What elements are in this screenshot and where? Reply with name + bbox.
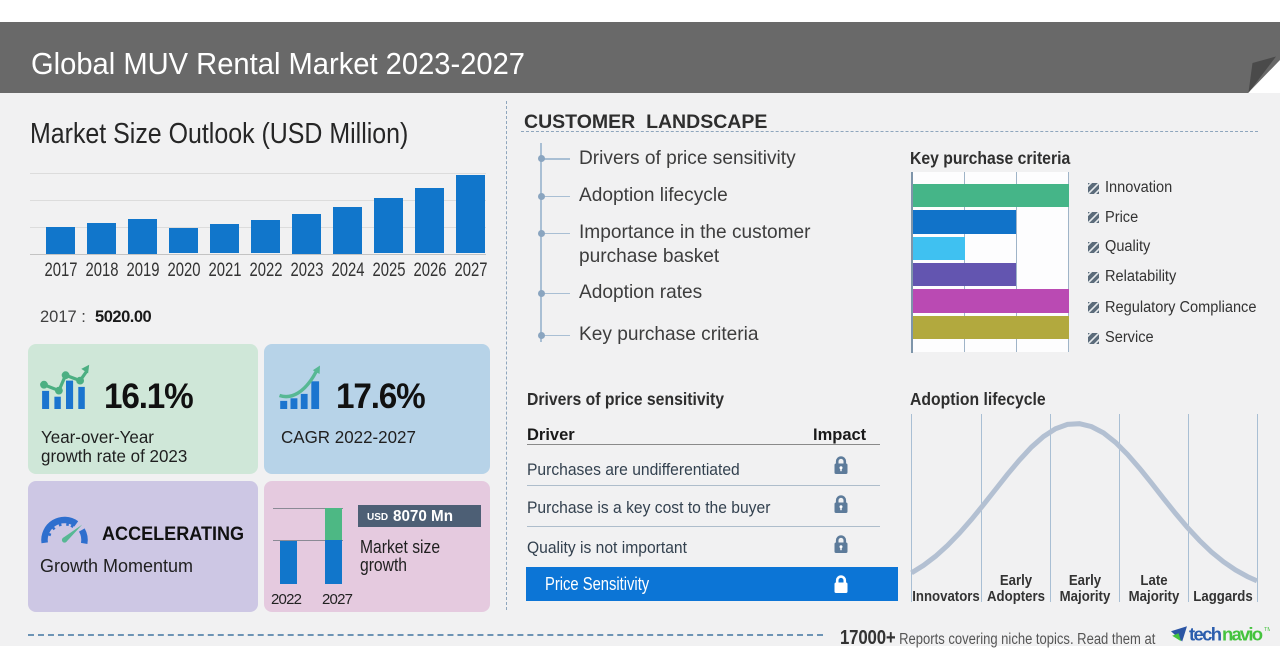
svg-text:TM: TM	[1264, 627, 1270, 633]
svg-text:tech: tech	[1189, 624, 1222, 645]
svg-text:navio: navio	[1222, 624, 1263, 645]
